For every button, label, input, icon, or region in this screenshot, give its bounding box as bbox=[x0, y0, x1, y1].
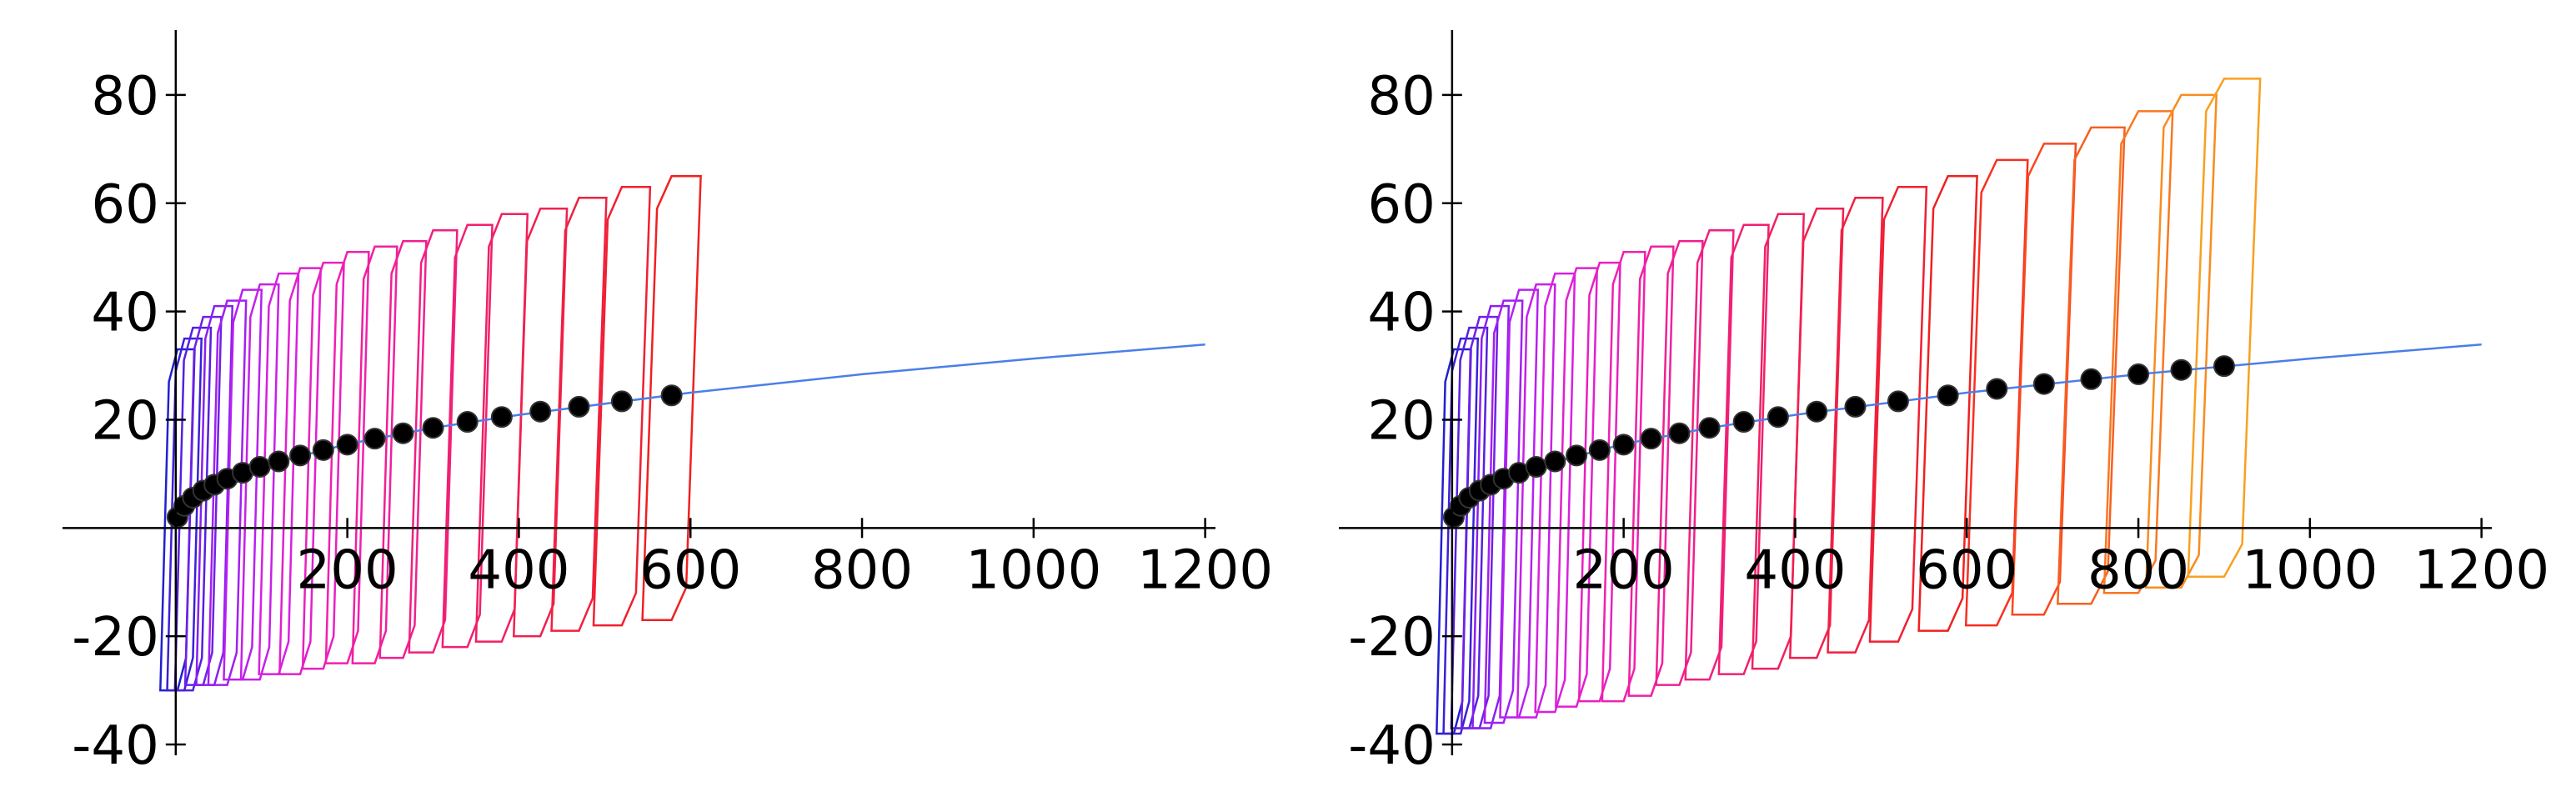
data-point bbox=[1612, 434, 1635, 456]
loop-curve bbox=[2011, 143, 2077, 616]
loop-curve bbox=[1555, 267, 1599, 708]
loop-curve bbox=[324, 250, 370, 664]
loop-curve bbox=[592, 186, 652, 627]
data-point bbox=[1640, 428, 1662, 450]
loop-curve bbox=[1868, 186, 1928, 643]
y-tick-label: 20 bbox=[91, 390, 158, 452]
data-point bbox=[1566, 444, 1588, 467]
x-tick-label: 1000 bbox=[2242, 539, 2378, 601]
loop-curve bbox=[239, 283, 280, 681]
loop-curve bbox=[1917, 175, 1978, 632]
loop-curve bbox=[207, 299, 248, 686]
data-point bbox=[1525, 455, 1547, 478]
data-point bbox=[1588, 439, 1611, 461]
loop-curve bbox=[378, 239, 428, 659]
y-tick-label: -40 bbox=[1348, 715, 1436, 777]
data-point bbox=[1986, 378, 2008, 400]
loop-curve bbox=[1627, 245, 1675, 697]
y-tick-label: 80 bbox=[91, 66, 158, 128]
x-tick-label: 400 bbox=[468, 539, 569, 601]
loop-curve bbox=[408, 228, 459, 654]
data-point bbox=[568, 395, 590, 418]
data-point bbox=[1698, 417, 1721, 439]
y-tick-label: -20 bbox=[1348, 607, 1436, 669]
data-point bbox=[1887, 390, 1909, 413]
data-point bbox=[1767, 406, 1789, 429]
data-point bbox=[2170, 358, 2193, 381]
data-point bbox=[2127, 363, 2150, 385]
loop-curve bbox=[641, 175, 702, 621]
chart-panel: 200 400 600 800 1000 1200 -40 -20 20 40 60 80 bbox=[1339, 30, 2549, 777]
loop-curve bbox=[351, 245, 398, 664]
data-point bbox=[248, 455, 271, 478]
y-tick-label: 40 bbox=[91, 283, 158, 344]
x-tick-label: 1200 bbox=[1137, 539, 1273, 601]
loop-curve bbox=[1442, 337, 1479, 735]
data-point bbox=[1668, 422, 1691, 444]
data-point bbox=[660, 384, 683, 407]
x-tick-label: 1200 bbox=[2413, 539, 2549, 601]
loop-curve bbox=[1516, 283, 1556, 719]
data-point bbox=[529, 400, 552, 423]
loop-curve bbox=[2187, 78, 2262, 578]
loop-curve bbox=[512, 208, 569, 638]
loop-curve bbox=[1964, 158, 2029, 627]
loop-curve bbox=[1684, 228, 1735, 681]
data-point bbox=[392, 422, 414, 444]
loop-curve bbox=[550, 197, 608, 632]
loop-curve bbox=[1717, 223, 1770, 675]
y-tick-label: -40 bbox=[72, 715, 159, 777]
data-point bbox=[610, 390, 633, 413]
data-point bbox=[363, 428, 386, 450]
data-point bbox=[268, 450, 290, 473]
loop-curve bbox=[2057, 126, 2126, 605]
loop-curve bbox=[278, 267, 323, 675]
data-point bbox=[1732, 411, 1755, 434]
loop-curve bbox=[301, 261, 345, 670]
loop-curve bbox=[173, 326, 213, 692]
data-point bbox=[336, 434, 358, 456]
x-tick-label: 200 bbox=[297, 539, 398, 601]
x-tick-label: 400 bbox=[1744, 539, 1846, 601]
data-point bbox=[490, 406, 513, 429]
data-point bbox=[312, 439, 334, 461]
y-tick-label: 40 bbox=[1367, 283, 1435, 344]
data-point bbox=[422, 417, 444, 439]
x-tick-label: 600 bbox=[1916, 539, 2017, 601]
y-tick-label: -20 bbox=[72, 607, 159, 669]
data-point bbox=[2080, 368, 2102, 390]
data-point bbox=[2032, 373, 2055, 395]
data-point bbox=[289, 444, 312, 467]
x-tick-label: 800 bbox=[811, 539, 913, 601]
loop-curve bbox=[1827, 197, 1884, 654]
loop-curve bbox=[441, 223, 494, 649]
loop-curve bbox=[1534, 272, 1576, 714]
y-tick-label: 20 bbox=[1367, 390, 1435, 452]
data-point bbox=[456, 411, 479, 434]
chart-panel: 200 400 600 800 1000 1200 -40 -20 20 40 60 80 bbox=[63, 30, 1273, 777]
loop-curve bbox=[1577, 261, 1621, 703]
x-tick-label: 600 bbox=[639, 539, 741, 601]
loop-curve bbox=[1788, 208, 1845, 659]
x-tick-label: 1000 bbox=[965, 539, 1101, 601]
loop-curve bbox=[1483, 299, 1524, 724]
loop-curve bbox=[474, 213, 529, 643]
data-point bbox=[1806, 400, 1828, 423]
loop-curve bbox=[1601, 250, 1646, 703]
loop-curve bbox=[2145, 93, 2218, 589]
loop-curve bbox=[1471, 304, 1511, 729]
x-tick-label: 200 bbox=[1573, 539, 1675, 601]
data-point bbox=[2213, 355, 2235, 378]
data-point bbox=[1844, 395, 1867, 418]
y-tick-label: 60 bbox=[91, 174, 158, 236]
data-point bbox=[1937, 384, 1959, 407]
y-tick-label: 60 bbox=[1367, 174, 1435, 236]
y-tick-label: 80 bbox=[1367, 66, 1435, 128]
x-tick-label: 800 bbox=[2087, 539, 2189, 601]
data-point bbox=[1544, 450, 1566, 473]
loop-curve bbox=[1751, 213, 1806, 670]
loop-curve bbox=[1655, 239, 1704, 686]
